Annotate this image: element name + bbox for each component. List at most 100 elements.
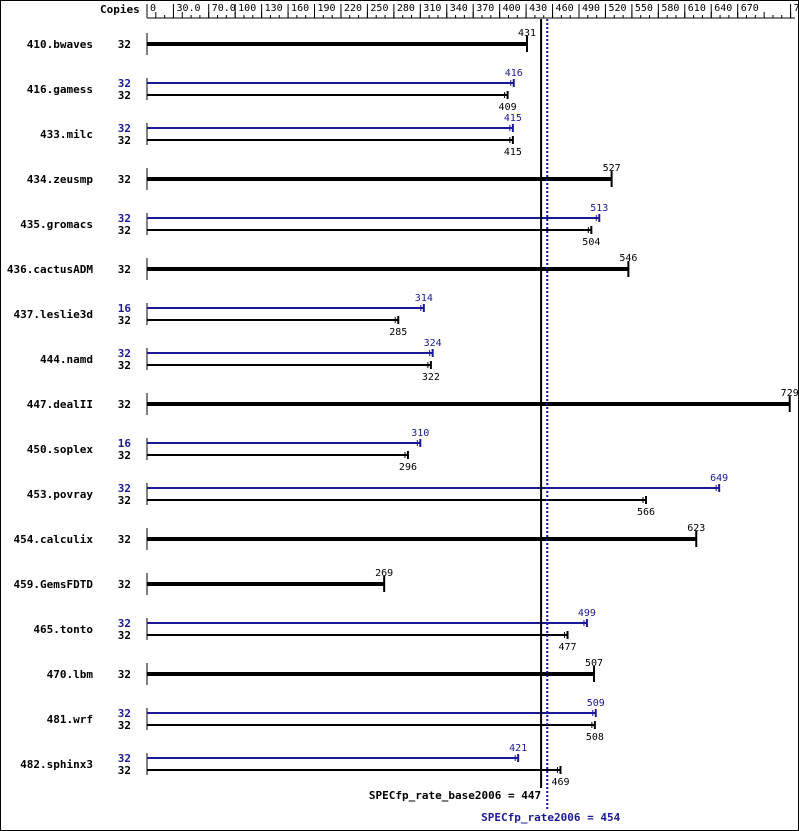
benchmark-label: 436.cactusADM — [7, 263, 93, 276]
peak-value-label: 509 — [587, 698, 605, 709]
x-tick-label: 730 — [794, 3, 799, 14]
x-tick-label: 160 — [291, 3, 309, 14]
base-copies-value: 32 — [118, 719, 131, 732]
copies-value: 32 — [118, 38, 131, 51]
base-value-label: 546 — [619, 253, 637, 264]
benchmark-label: 410.bwaves — [27, 38, 93, 51]
copies-value: 32 — [118, 668, 131, 681]
x-tick-label: 610 — [688, 3, 706, 14]
x-tick-label: 520 — [608, 3, 626, 14]
x-tick-label: 460 — [556, 3, 574, 14]
peak-copies-value: 32 — [118, 347, 131, 360]
peak-value-label: 314 — [415, 293, 433, 304]
peak-value-label: 421 — [509, 743, 527, 754]
benchmark-label: 444.namd — [40, 353, 93, 366]
benchmark-label: 437.leslie3d — [14, 308, 93, 321]
base-copies-value: 32 — [118, 494, 131, 507]
x-tick-label: 430 — [529, 3, 547, 14]
peak-copies-value: 32 — [118, 212, 131, 225]
peak-value-label: 415 — [504, 113, 522, 124]
base-copies-value: 32 — [118, 764, 131, 777]
x-tick-label: 310 — [423, 3, 441, 14]
base-copies-value: 32 — [118, 89, 131, 102]
peak-value-label: 416 — [505, 68, 523, 79]
base-value-label: 469 — [551, 777, 569, 788]
x-tick-label: 30.0 — [176, 3, 200, 14]
peak-copies-value: 32 — [118, 752, 131, 765]
base-value-label: 527 — [603, 163, 621, 174]
x-tick-label: 130 — [265, 3, 283, 14]
benchmark-label: 433.milc — [40, 128, 93, 141]
x-tick-label: 670 — [741, 3, 759, 14]
base-value-label: 507 — [585, 658, 603, 669]
base-value-label: 296 — [399, 462, 417, 473]
peak-value-label: 513 — [590, 203, 608, 214]
x-tick-label: 70.0 — [212, 3, 236, 14]
benchmark-label: 482.sphinx3 — [20, 758, 93, 771]
benchmark-label: 454.calculix — [14, 533, 94, 546]
x-tick-label: 250 — [370, 3, 388, 14]
benchmark-label: 481.wrf — [47, 713, 93, 726]
peak-copies-value: 16 — [118, 437, 132, 450]
base-value-label: 477 — [559, 642, 577, 653]
benchmark-label: 465.tonto — [33, 623, 93, 636]
peak-copies-value: 32 — [118, 77, 131, 90]
x-tick-label: 340 — [450, 3, 468, 14]
benchmark-label: 416.gamess — [27, 83, 93, 96]
x-tick-label: 220 — [344, 3, 362, 14]
copies-value: 32 — [118, 578, 131, 591]
x-tick-label: 280 — [397, 3, 415, 14]
peak-value-label: 324 — [424, 338, 442, 349]
peak-value-label: 310 — [411, 428, 429, 439]
peak-copies-value: 32 — [118, 707, 131, 720]
benchmark-label: 447.dealII — [27, 398, 93, 411]
base-copies-value: 32 — [118, 359, 131, 372]
peak-value-label: 499 — [578, 608, 596, 619]
base-value-label: 409 — [499, 102, 517, 113]
base-value-label: 285 — [389, 327, 407, 338]
peak-copies-value: 16 — [118, 302, 132, 315]
base-value-label: 623 — [687, 523, 705, 534]
benchmark-label: 435.gromacs — [20, 218, 93, 231]
x-tick-label: 100 — [238, 3, 256, 14]
base-value-label: 729 — [781, 388, 799, 399]
base-copies-value: 32 — [118, 629, 131, 642]
copies-value: 32 — [118, 263, 131, 276]
peak-copies-value: 32 — [118, 482, 131, 495]
benchmark-label: 434.zeusmp — [27, 173, 94, 186]
peak-copies-value: 32 — [118, 122, 131, 135]
x-tick-label: 370 — [476, 3, 494, 14]
base-score-label: SPECfp_rate_base2006 = 447 — [369, 789, 541, 802]
base-value-label: 566 — [637, 507, 655, 518]
benchmark-label: 450.soplex — [27, 443, 94, 456]
copies-header: Copies — [100, 3, 140, 16]
base-value-label: 508 — [586, 732, 604, 743]
benchmark-label: 459.GemsFDTD — [14, 578, 94, 591]
base-value-label: 415 — [504, 147, 522, 158]
copies-value: 32 — [118, 398, 131, 411]
benchmark-label: 453.povray — [27, 488, 94, 501]
benchmark-label: 470.lbm — [47, 668, 94, 681]
x-tick-label: 640 — [714, 3, 732, 14]
peak-score-label: SPECfp_rate2006 = 454 — [481, 811, 620, 824]
base-copies-value: 32 — [118, 134, 131, 147]
x-tick-label: 400 — [503, 3, 521, 14]
peak-copies-value: 32 — [118, 617, 131, 630]
base-value-label: 504 — [582, 237, 600, 248]
copies-value: 32 — [118, 173, 131, 186]
x-tick-label: 0 — [150, 3, 156, 14]
copies-value: 32 — [118, 533, 131, 546]
x-tick-label: 490 — [582, 3, 600, 14]
base-copies-value: 32 — [118, 449, 131, 462]
x-tick-label: 550 — [635, 3, 653, 14]
base-value-label: 322 — [422, 372, 440, 383]
base-copies-value: 32 — [118, 314, 131, 327]
x-tick-label: 190 — [318, 3, 336, 14]
base-value-label: 269 — [375, 568, 393, 579]
x-tick-label: 580 — [661, 3, 679, 14]
peak-value-label: 649 — [710, 473, 728, 484]
base-value-label: 431 — [518, 28, 536, 39]
base-copies-value: 32 — [118, 224, 131, 237]
